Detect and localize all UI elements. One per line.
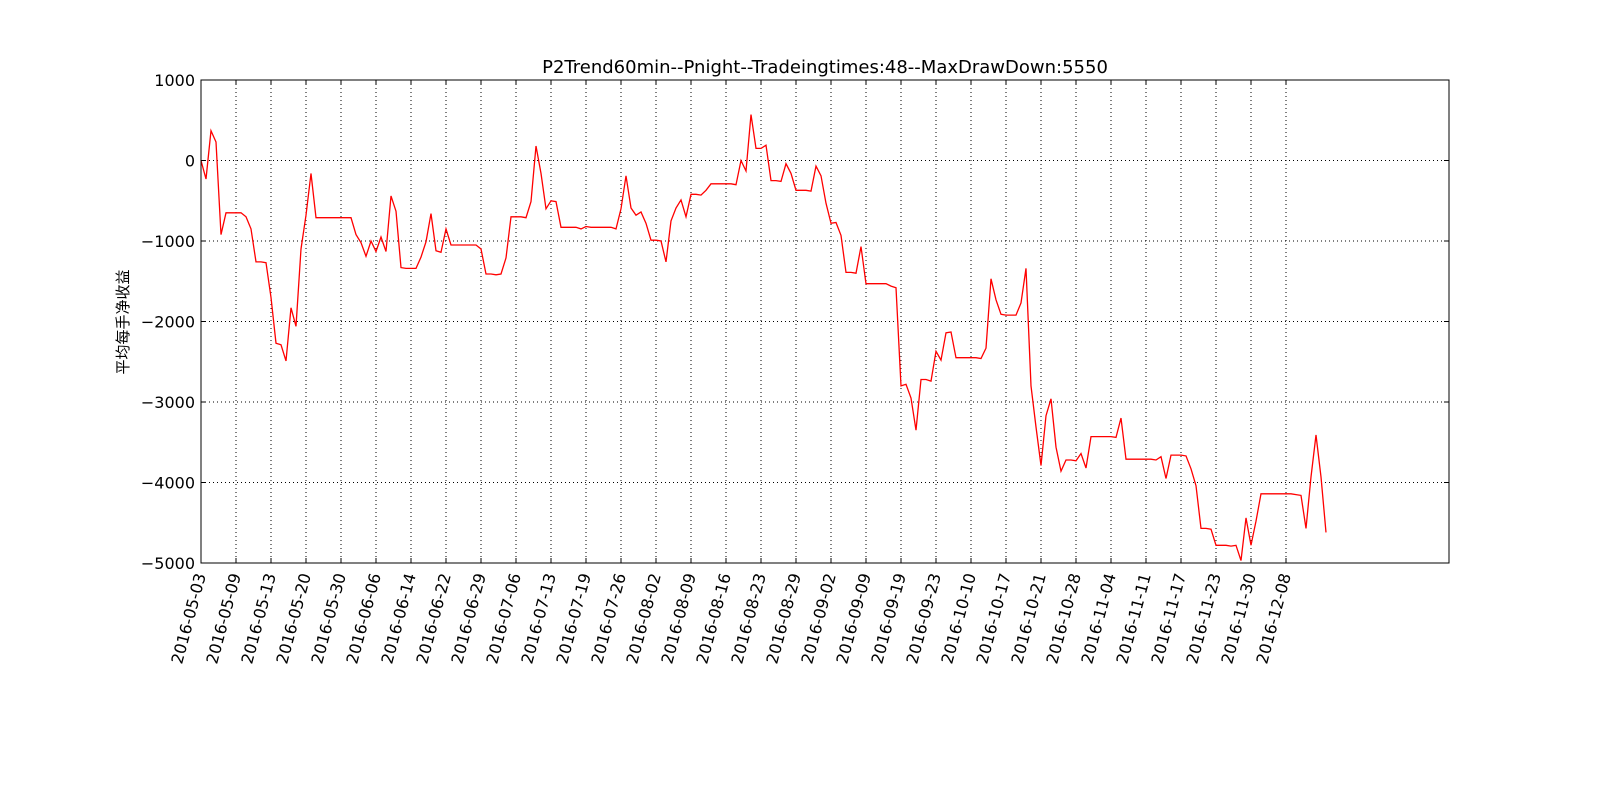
chart-title: P2Trend60min--Pnight--Tradeingtimes:48--…: [542, 57, 1108, 78]
y-axis: 1000 0 −1000 −2000 −3000 −4000 −5000: [141, 71, 1449, 573]
y-tick-label: 1000: [154, 71, 195, 90]
y-tick-label: −2000: [141, 313, 195, 332]
y-tick-label: −4000: [141, 474, 195, 493]
y-tick-label: 0: [185, 152, 195, 171]
series-line: [200, 114, 1327, 561]
y-tick-label: −1000: [141, 232, 195, 251]
y-tick-label: −3000: [141, 393, 195, 412]
grid: [201, 80, 1449, 563]
y-tick-label: −5000: [141, 554, 195, 573]
y-axis-label: 平均每手净收益: [114, 269, 132, 374]
series-layer: [200, 114, 1327, 561]
